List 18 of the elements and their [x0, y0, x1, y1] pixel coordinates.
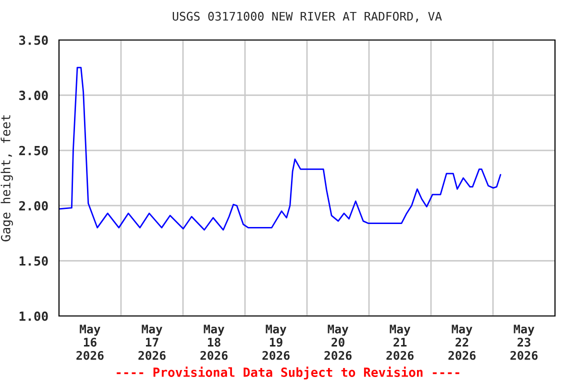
y-tick-label: 3.50: [19, 35, 48, 45]
x-tick-label: May 18 2026: [200, 324, 228, 360]
chart-title: USGS 03171000 NEW RIVER AT RADFORD, VA: [172, 12, 442, 22]
x-tick-label: May 23 2026: [510, 324, 538, 360]
y-tick-label: 2.00: [19, 201, 48, 211]
line-series: [59, 66, 502, 231]
x-tick-label: May 17 2026: [138, 324, 166, 360]
x-tick-label: May 21 2026: [386, 324, 414, 360]
x-tick-label: May 19 2026: [262, 324, 290, 360]
x-tick-label: May 22 2026: [448, 324, 476, 360]
y-tick-label: 2.50: [19, 146, 48, 156]
x-tick-label: May 16 2026: [76, 324, 104, 360]
y-tick-label: 1.00: [20, 311, 48, 321]
x-tick-label: May 20 2026: [324, 324, 352, 360]
y-axis-title: Gage height, feet: [0, 115, 13, 242]
y-tick-label: 3.00: [19, 90, 48, 100]
text: ---- Provisional Data Subject to Revision ----: [116, 366, 460, 380]
y-tick-label: 1.50: [20, 256, 48, 266]
